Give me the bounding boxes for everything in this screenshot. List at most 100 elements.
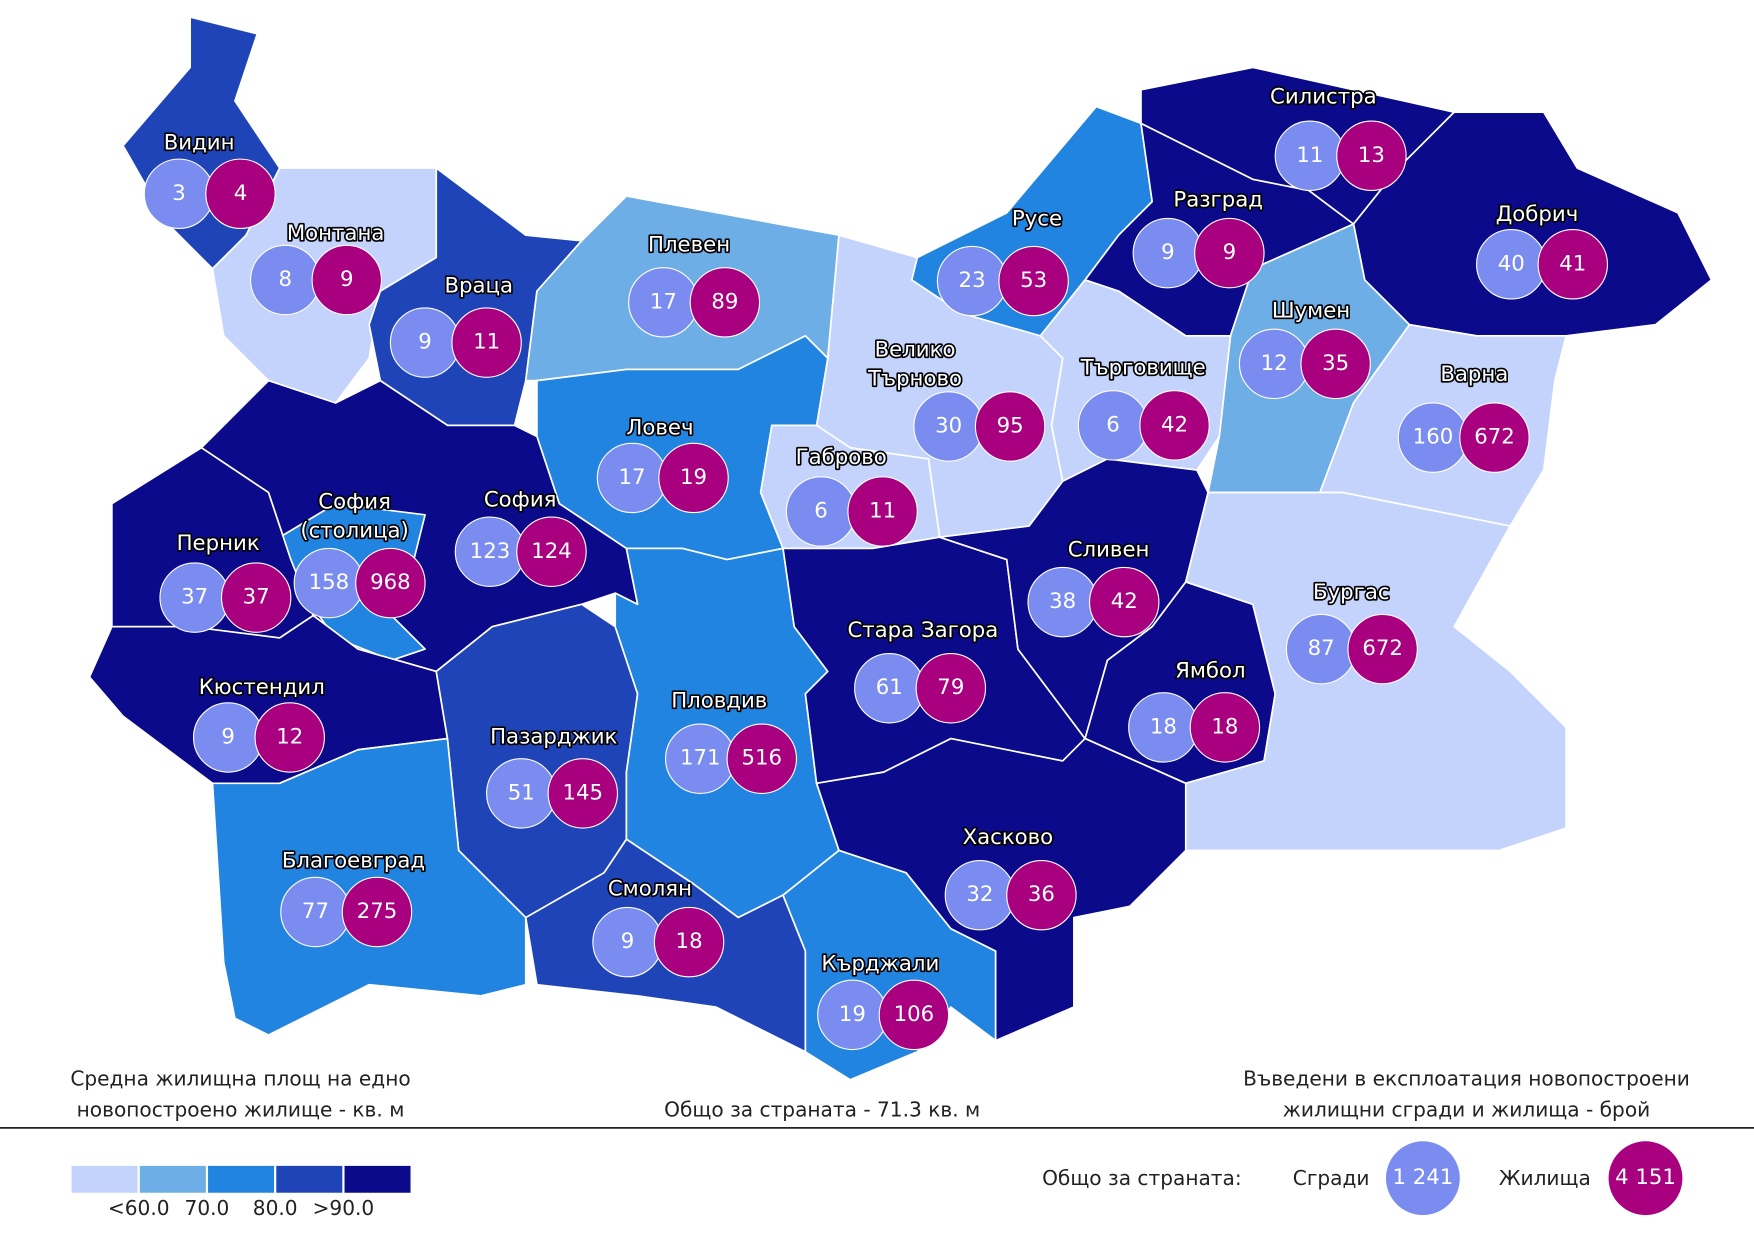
- buildings-value: 30: [935, 413, 962, 438]
- region-name: Пазарджик: [490, 724, 617, 749]
- dwellings-bubble: [254, 702, 325, 773]
- dwellings-bubble: [915, 652, 987, 724]
- buildings-value: 123: [470, 539, 511, 564]
- region-name: Смолян: [608, 877, 692, 902]
- dwellings-value: 4: [234, 181, 248, 206]
- legend-title: новопостроено жилище - кв. м: [77, 1098, 405, 1122]
- buildings-value: 160: [1413, 425, 1454, 450]
- dwellings-value: 9: [340, 267, 354, 292]
- region-name: Добрич: [1496, 202, 1579, 227]
- legend-swatch: [208, 1165, 275, 1193]
- dwellings-bubble: [1088, 566, 1160, 638]
- region-name: Ловеч: [626, 416, 693, 441]
- dwellings-value: 53: [1020, 268, 1047, 293]
- dwellings-value: 13: [1358, 143, 1385, 168]
- region-name: София: [318, 490, 391, 515]
- dwellings-value: 11: [473, 330, 500, 355]
- legend-label: <60.0: [108, 1196, 170, 1220]
- region-name: Монтана: [287, 221, 385, 246]
- buildings-value: 9: [1161, 240, 1175, 265]
- footer: Средна жилищна площ на едно новопостроено…: [70, 1066, 1690, 1220]
- buildings-label: Сгради: [1293, 1166, 1370, 1190]
- dwellings-bubble: [1189, 692, 1261, 763]
- region-name: Търново: [867, 366, 962, 391]
- totals-title: жилищни сгради и жилища - брой: [1283, 1098, 1650, 1122]
- legend-swatch: [71, 1165, 138, 1193]
- buildings-value: 51: [508, 780, 535, 805]
- region-name: (столица): [300, 519, 409, 544]
- dwellings-bubble: [1459, 402, 1530, 473]
- dwellings-bubble: [653, 906, 725, 978]
- legend-swatch: [344, 1165, 411, 1193]
- dwellings-value: 79: [937, 675, 964, 700]
- dwellings-bubble: [658, 442, 729, 514]
- dwellings-bubble: [1194, 217, 1265, 289]
- dwellings-bubble: [1537, 229, 1609, 300]
- region-name: Стара Загора: [847, 618, 998, 643]
- dwellings-value: 145: [563, 780, 604, 805]
- dwellings-value: 11: [869, 498, 896, 523]
- buildings-value: 38: [1049, 589, 1076, 614]
- dwellings-value: 9: [1223, 240, 1237, 265]
- region-name: Враца: [444, 274, 513, 299]
- dwellings-bubble: [1006, 859, 1077, 931]
- dwellings-value: 968: [370, 570, 411, 595]
- buildings-value: 17: [618, 465, 645, 490]
- legend-label: 80.0: [253, 1196, 298, 1220]
- buildings-value: 61: [876, 675, 903, 700]
- legend-swatch: [139, 1165, 206, 1193]
- buildings-value: 8: [278, 267, 292, 292]
- dwellings-label: Жилища: [1499, 1166, 1591, 1190]
- dwellings-value: 672: [1474, 425, 1515, 450]
- region-name: Кюстендил: [199, 675, 325, 700]
- region-name: Ямбол: [1175, 658, 1245, 683]
- region-name: Пловдив: [671, 689, 767, 714]
- dwellings-value: 19: [680, 465, 707, 490]
- legend-title: Средна жилищна площ на едно: [70, 1066, 410, 1090]
- total-buildings: 1 241: [1392, 1165, 1453, 1190]
- totals-label: Общо за страната:: [1042, 1166, 1242, 1190]
- dwellings-bubble: [974, 391, 1046, 462]
- dwellings-value: 37: [243, 585, 270, 610]
- legend-swatch: [276, 1165, 343, 1193]
- buildings-value: 3: [172, 181, 186, 206]
- dwellings-value: 18: [1211, 714, 1238, 739]
- buildings-value: 37: [181, 585, 208, 610]
- dwellings-bubble: [1139, 390, 1210, 461]
- dwellings-value: 124: [531, 539, 572, 564]
- dwellings-bubble: [689, 267, 761, 338]
- buildings-value: 32: [966, 882, 993, 907]
- country-average: Общо за страната - 71.3 кв. м: [664, 1098, 980, 1122]
- dwellings-value: 42: [1111, 589, 1138, 614]
- dwellings-bubble: [847, 476, 918, 547]
- dwellings-value: 12: [276, 724, 303, 749]
- dwellings-bubble: [205, 158, 276, 230]
- total-buildings-bubble: [1385, 1141, 1460, 1216]
- dwellings-value: 36: [1028, 882, 1055, 907]
- region-name: Кърджали: [821, 952, 939, 977]
- buildings-value: 11: [1296, 143, 1323, 168]
- dwellings-bubble: [878, 979, 950, 1051]
- dwellings-bubble: [1347, 613, 1418, 685]
- buildings-value: 12: [1261, 351, 1288, 376]
- buildings-value: 77: [302, 899, 329, 924]
- dwellings-bubble: [220, 562, 292, 633]
- dwellings-bubble: [1300, 328, 1371, 400]
- region-name: Силистра: [1270, 85, 1377, 110]
- region-name: Бургас: [1313, 580, 1390, 605]
- buildings-value: 9: [621, 929, 635, 954]
- region-name: Благоевград: [282, 849, 425, 874]
- dwellings-bubble: [451, 307, 522, 378]
- buildings-value: 6: [814, 498, 828, 523]
- buildings-value: 6: [1106, 412, 1120, 437]
- dwellings-value: 18: [676, 929, 703, 954]
- buildings-value: 17: [650, 289, 677, 314]
- region-name: Русе: [1012, 207, 1062, 232]
- total-dwellings-bubble: [1608, 1141, 1683, 1216]
- region-name: София: [484, 487, 557, 512]
- buildings-value: 18: [1150, 714, 1177, 739]
- region-name: Сливен: [1068, 538, 1150, 563]
